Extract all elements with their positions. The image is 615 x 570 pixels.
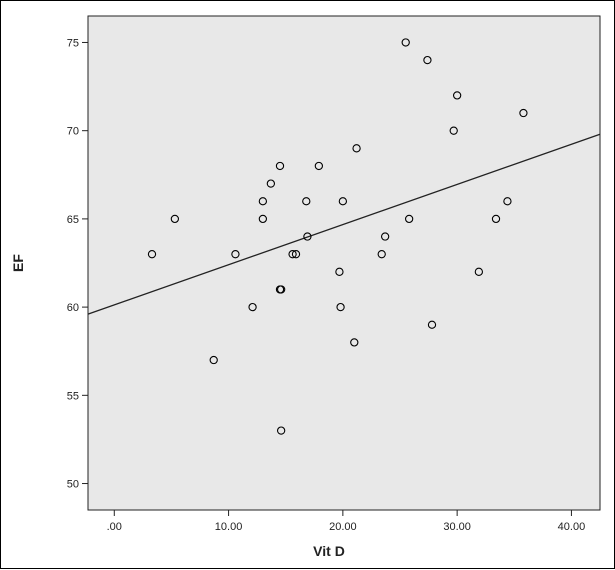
y-tick-label: 75 (67, 37, 79, 49)
y-tick-label: 65 (67, 214, 79, 226)
data-point (336, 302, 345, 312)
data-point (474, 267, 484, 276)
data-point (335, 267, 344, 276)
data-point (350, 338, 359, 347)
data-point (258, 197, 268, 206)
y-tick-label: 50 (67, 479, 79, 491)
data-point (258, 214, 268, 224)
data-point (404, 214, 414, 224)
x-tick-label: 20.00 (329, 521, 357, 533)
data-point (302, 197, 311, 206)
data-point (231, 250, 240, 259)
data-point (276, 285, 286, 294)
data-point (248, 302, 257, 312)
x-tick-label: 10.00 (215, 521, 243, 533)
data-point (338, 197, 348, 206)
data-points (147, 38, 528, 435)
x-tick-label: 30.00 (443, 521, 471, 533)
y-tick-label: 70 (67, 126, 79, 138)
data-point (491, 214, 501, 224)
x-tick-label: 40.00 (558, 521, 586, 533)
y-tick-label: 60 (67, 302, 79, 314)
data-point (519, 108, 528, 118)
data-point (291, 250, 301, 259)
data-point (147, 250, 157, 259)
data-point (449, 126, 458, 135)
x-axis-title: Vit D (313, 543, 345, 559)
data-point (266, 179, 276, 188)
data-point (377, 250, 386, 259)
plot-area (87, 15, 601, 511)
data-point (209, 355, 218, 365)
x-axis: .00 10.00 20.00 30.00 40.00 (107, 510, 586, 533)
data-point (427, 320, 437, 329)
data-point (170, 214, 180, 224)
y-tick-label: 55 (67, 390, 79, 402)
data-point (380, 232, 390, 241)
y-axis: 50 55 60 65 70 75 (67, 37, 88, 491)
data-point (275, 161, 285, 171)
data-point (452, 91, 462, 100)
data-point (401, 38, 410, 47)
y-axis-title: EF (10, 254, 26, 272)
data-point (352, 144, 361, 153)
data-point (303, 232, 312, 241)
data-point (423, 55, 432, 65)
x-tick-label: .00 (107, 521, 122, 533)
data-point (288, 250, 297, 259)
data-point (276, 426, 286, 435)
data-point (503, 197, 512, 206)
regression-line (87, 133, 601, 315)
data-point (314, 161, 324, 171)
